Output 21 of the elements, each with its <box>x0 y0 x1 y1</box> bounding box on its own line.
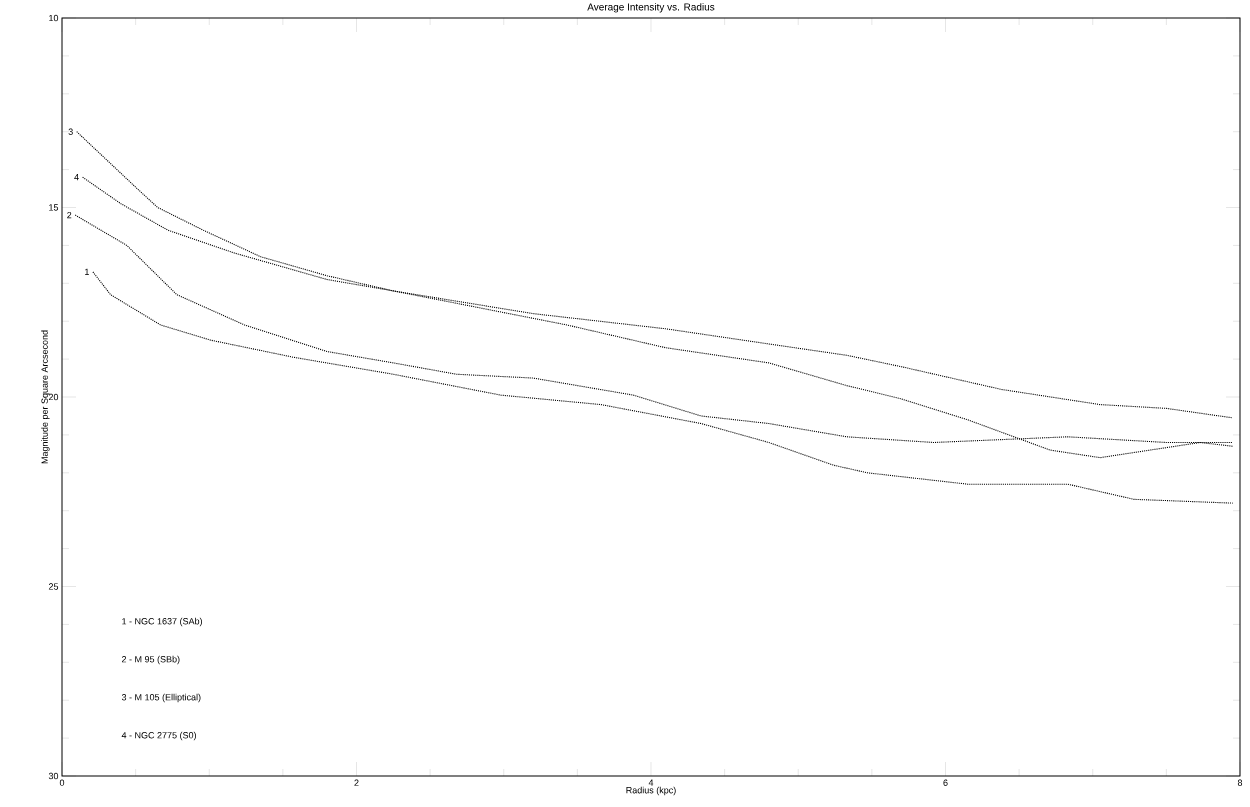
series-label: 2 <box>67 211 72 219</box>
annotation: 4 - NGC 2775 (S0) <box>121 731 196 741</box>
annotation: 3 - M 105 (Elliptical) <box>121 693 201 703</box>
y-tick-label: 10 <box>49 14 59 22</box>
x-tick-label: 6 <box>943 779 948 786</box>
y-tick-label: 20 <box>48 393 59 401</box>
x-axis-title: Radius (kpc) <box>626 786 676 796</box>
y-tick-label: 15 <box>49 204 59 211</box>
x-tick-label: 4 <box>648 779 654 786</box>
y-tick-label: 25 <box>48 583 59 590</box>
annotation: 2 - M 95 (SBb) <box>121 655 180 665</box>
x-tick-label: 2 <box>354 779 359 786</box>
series-label: 1 <box>85 268 89 276</box>
series-label: 3 <box>68 128 73 135</box>
x-tick-label: 0 <box>59 779 65 786</box>
series-label: 4 <box>74 174 79 181</box>
annotation: 1 - NGC 1637 (SAb) <box>122 617 202 627</box>
x-tick-label: 8 <box>1237 779 1243 786</box>
chart-title: Average Intensity vs. Radius <box>587 3 715 13</box>
y-axis-title: Magnitude per Square Arcsecond <box>41 330 50 464</box>
y-tick-label: 30 <box>48 772 59 780</box>
